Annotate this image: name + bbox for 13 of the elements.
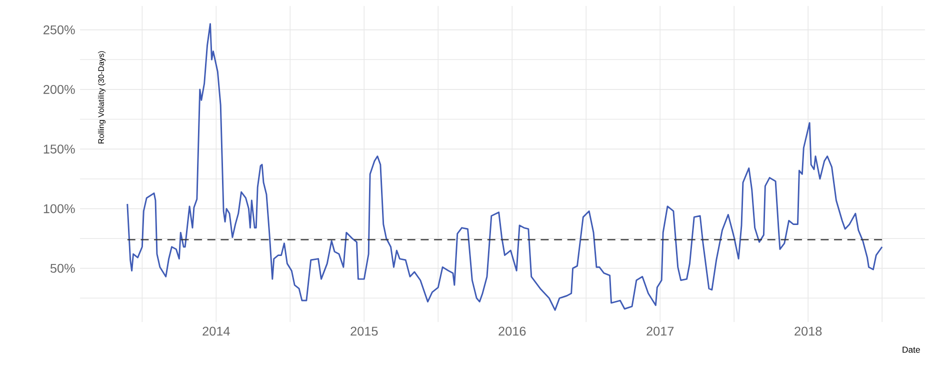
x-tick-label: 2018 xyxy=(794,326,822,336)
x-tick-label: 2015 xyxy=(350,326,378,336)
x-tick-label: 2014 xyxy=(202,326,230,336)
x-tick-label: 2016 xyxy=(498,326,526,336)
x-tick-label: 2017 xyxy=(646,326,674,336)
x-axis-title: Date xyxy=(902,346,920,353)
y-tick-label: 200% xyxy=(44,84,75,94)
y-tick-label: 100% xyxy=(44,204,75,214)
y-tick-label: 250% xyxy=(44,25,75,34)
y-tick-label: 50% xyxy=(50,264,75,273)
y-axis-title: Rolling Volatility (30-Days) xyxy=(98,51,106,144)
y-tick-label: 150% xyxy=(44,144,75,154)
line-series xyxy=(126,23,883,311)
